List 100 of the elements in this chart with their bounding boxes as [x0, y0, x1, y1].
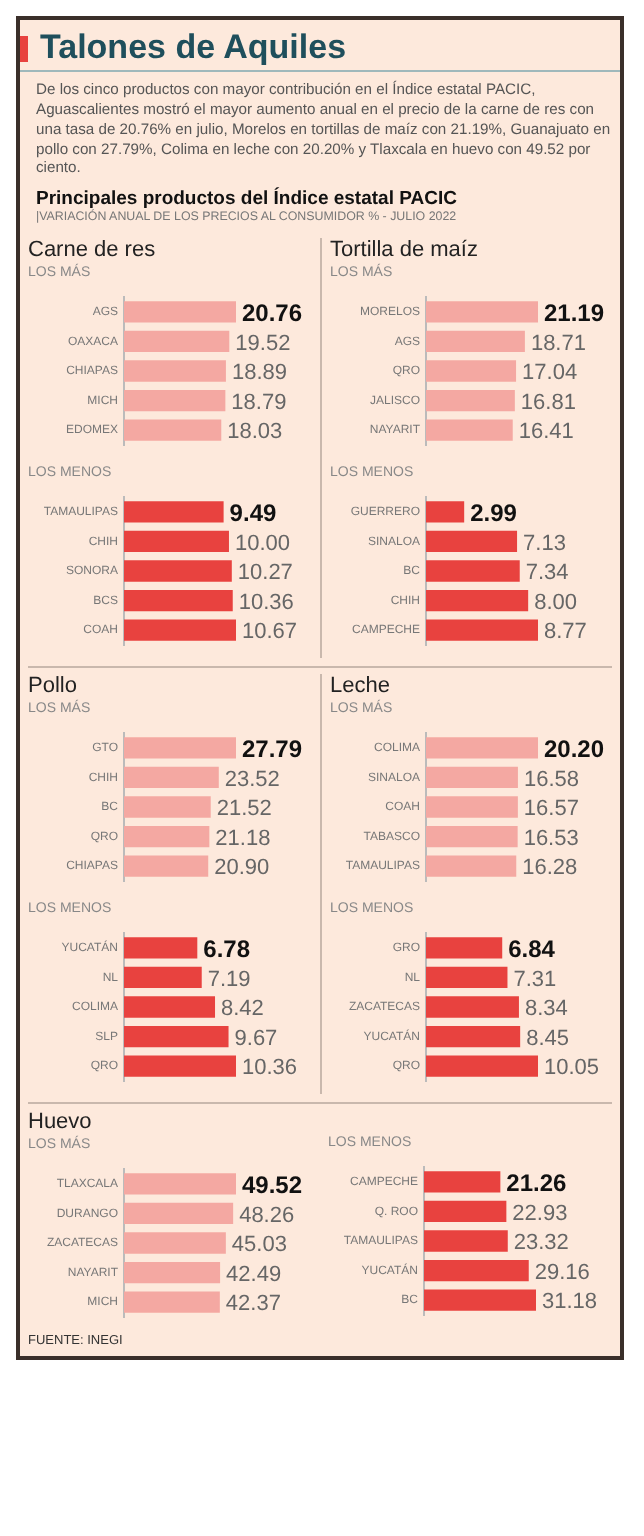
- bar: [426, 501, 465, 524]
- bar: [124, 996, 216, 1019]
- bar: [124, 937, 198, 960]
- data-label: 23.52: [224, 768, 280, 793]
- data-label: 48.26: [239, 1204, 295, 1229]
- chart-title: Carne de res: [28, 238, 158, 263]
- bar: [124, 967, 202, 989]
- bar: [124, 390, 226, 412]
- data-label: 10.00: [234, 532, 291, 557]
- bar: [426, 531, 518, 553]
- data-label: 49.52: [242, 1171, 303, 1200]
- data-label: 8.42: [221, 997, 264, 1022]
- bar: [424, 1260, 529, 1282]
- data-label: 42.37: [225, 1292, 281, 1317]
- data-label: 7.31: [513, 968, 557, 993]
- bar: [426, 1026, 521, 1048]
- bar: [426, 420, 513, 442]
- bar: [426, 1056, 538, 1078]
- data-label: 10.05: [544, 1056, 600, 1081]
- chart-title: Leche: [330, 674, 392, 699]
- bar: [124, 620, 236, 642]
- bar: [424, 1201, 507, 1223]
- bar: [124, 826, 210, 848]
- chart-title: Huevo: [28, 1110, 94, 1135]
- bar: [426, 590, 529, 612]
- data-label: 10.67: [242, 620, 298, 645]
- data-label: 8.34: [524, 997, 568, 1022]
- data-label: 8.77: [544, 620, 587, 645]
- data-label: 42.49: [226, 1263, 282, 1288]
- data-label: 21.52: [216, 797, 272, 822]
- bar: [426, 301, 538, 324]
- data-label: 18.79: [231, 391, 287, 416]
- data-label: 29.16: [534, 1261, 590, 1286]
- data-label: 21.19: [544, 299, 605, 328]
- bar: [124, 856, 209, 878]
- bar: [124, 420, 222, 442]
- bar: [124, 1026, 229, 1048]
- data-label: 10.27: [237, 561, 293, 586]
- data-label: 20.76: [242, 299, 303, 328]
- bar: [426, 360, 517, 383]
- bar: [426, 560, 520, 583]
- bar: [124, 560, 232, 583]
- data-label: 8.45: [526, 1027, 570, 1052]
- data-label: 16.28: [522, 856, 578, 881]
- data-label: 8.00: [534, 591, 578, 616]
- bar: [426, 331, 525, 353]
- text: Principales productos del Índice estatal PACIC: [36, 188, 459, 211]
- bar: [424, 1290, 536, 1312]
- data-label: 21.26: [506, 1169, 568, 1198]
- data-label: 16.58: [523, 768, 579, 793]
- bar: [124, 1056, 236, 1078]
- bar: [426, 620, 538, 642]
- bar: [426, 390, 515, 412]
- data-label: 10.36: [242, 1056, 298, 1081]
- data-label: 22.93: [512, 1202, 568, 1227]
- data-label: 9.67: [234, 1027, 278, 1052]
- bar: [124, 360, 226, 383]
- data-label: 18.71: [530, 332, 586, 357]
- data-label: 6.84: [508, 935, 556, 964]
- data-label: 7.34: [525, 561, 569, 586]
- bar: [426, 856, 517, 878]
- data-label: 17.04: [522, 361, 578, 386]
- data-label: 31.18: [542, 1290, 598, 1315]
- data-label: 16.81: [520, 391, 576, 416]
- data-label: 16.41: [518, 420, 574, 445]
- data-label: 10.36: [238, 591, 294, 616]
- data-label: 7.13: [523, 532, 566, 557]
- text: Talones de Aquiles: [40, 28, 347, 68]
- bar: [124, 767, 219, 789]
- data-label: 45.03: [231, 1233, 287, 1258]
- bar: [124, 1292, 220, 1314]
- data-label: 19.52: [235, 332, 291, 357]
- bar: [124, 1262, 221, 1284]
- data-label: 18.03: [227, 420, 283, 445]
- bar: [426, 737, 538, 760]
- bar: [124, 1173, 236, 1196]
- data-label: 2.99: [470, 499, 518, 528]
- bar: [124, 331, 230, 353]
- bar: [124, 1232, 226, 1255]
- data-label: 27.79: [242, 735, 303, 764]
- data-label: 23.32: [513, 1231, 569, 1256]
- data-label: 21.18: [215, 827, 271, 852]
- chart-title: Pollo: [28, 674, 79, 699]
- bar: [426, 996, 519, 1019]
- data-label: 7.19: [207, 968, 251, 993]
- bar: [424, 1230, 508, 1253]
- data-label: 20.90: [214, 856, 270, 881]
- bar: [124, 796, 211, 819]
- bar: [124, 301, 236, 324]
- chart-title: Tortilla de maíz: [330, 238, 480, 263]
- bar: [426, 967, 508, 989]
- bar: [124, 531, 229, 553]
- data-label: 9.49: [229, 499, 277, 528]
- bar: [426, 937, 503, 960]
- data-label: 16.57: [523, 797, 579, 822]
- bar: [426, 796, 518, 819]
- data-label: 16.53: [523, 827, 579, 852]
- bar: [124, 590, 233, 612]
- bar: [124, 1203, 234, 1225]
- bar: [424, 1171, 501, 1194]
